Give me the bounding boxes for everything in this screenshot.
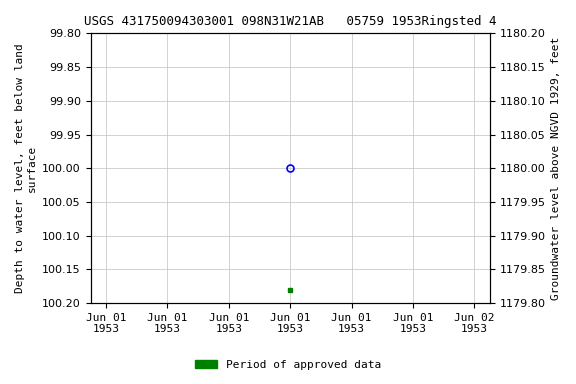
Y-axis label: Depth to water level, feet below land
surface: Depth to water level, feet below land su… [15,43,37,293]
Legend: Period of approved data: Period of approved data [191,356,385,375]
Y-axis label: Groundwater level above NGVD 1929, feet: Groundwater level above NGVD 1929, feet [551,36,561,300]
Title: USGS 431750094303001 098N31W21AB   05759 1953Ringsted 4: USGS 431750094303001 098N31W21AB 05759 1… [84,15,497,28]
